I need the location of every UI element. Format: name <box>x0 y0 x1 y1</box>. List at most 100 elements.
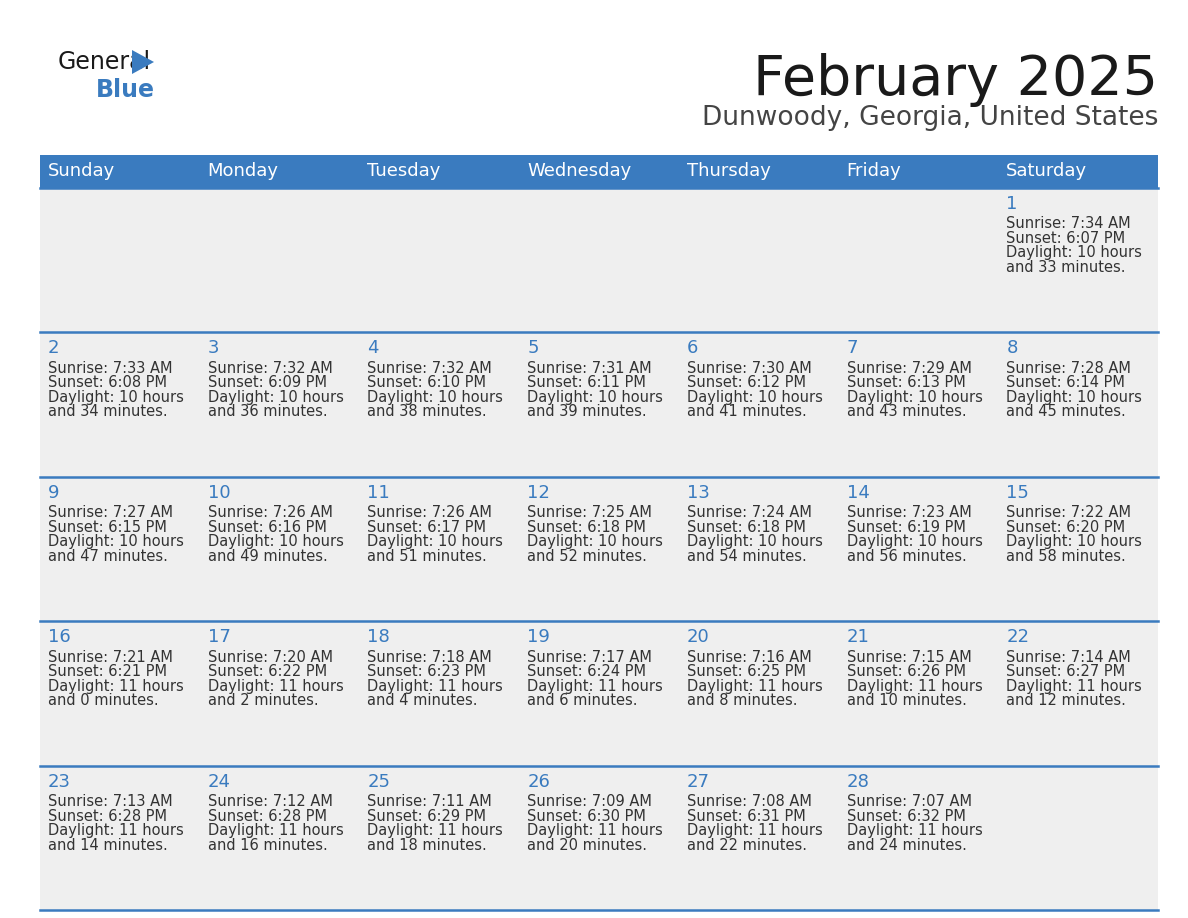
Text: Daylight: 10 hours: Daylight: 10 hours <box>48 534 184 549</box>
Text: Sunset: 6:21 PM: Sunset: 6:21 PM <box>48 665 168 679</box>
Text: Daylight: 10 hours: Daylight: 10 hours <box>1006 245 1142 261</box>
Text: Daylight: 10 hours: Daylight: 10 hours <box>687 390 823 405</box>
Text: Sunrise: 7:12 AM: Sunrise: 7:12 AM <box>208 794 333 809</box>
Text: Daylight: 11 hours: Daylight: 11 hours <box>847 823 982 838</box>
Text: and 33 minutes.: and 33 minutes. <box>1006 260 1126 275</box>
Text: Daylight: 10 hours: Daylight: 10 hours <box>847 534 982 549</box>
Text: and 54 minutes.: and 54 minutes. <box>687 549 807 564</box>
Text: Thursday: Thursday <box>687 162 771 181</box>
Bar <box>360 332 519 476</box>
Text: and 49 minutes.: and 49 minutes. <box>208 549 328 564</box>
Text: and 20 minutes.: and 20 minutes. <box>527 837 647 853</box>
Bar <box>998 621 1158 766</box>
Text: and 52 minutes.: and 52 minutes. <box>527 549 647 564</box>
Text: and 41 minutes.: and 41 minutes. <box>687 404 807 420</box>
Bar <box>40 766 200 910</box>
Text: Daylight: 11 hours: Daylight: 11 hours <box>847 678 982 694</box>
Text: Sunrise: 7:23 AM: Sunrise: 7:23 AM <box>847 505 972 521</box>
Text: 17: 17 <box>208 628 230 646</box>
Text: Sunset: 6:18 PM: Sunset: 6:18 PM <box>527 520 646 535</box>
Text: Daylight: 10 hours: Daylight: 10 hours <box>1006 534 1142 549</box>
Text: and 38 minutes.: and 38 minutes. <box>367 404 487 420</box>
Bar <box>998 476 1158 621</box>
Text: and 12 minutes.: and 12 minutes. <box>1006 693 1126 708</box>
Bar <box>678 332 839 476</box>
Text: and 2 minutes.: and 2 minutes. <box>208 693 318 708</box>
Text: and 58 minutes.: and 58 minutes. <box>1006 549 1126 564</box>
Text: Sunset: 6:25 PM: Sunset: 6:25 PM <box>687 665 805 679</box>
Text: Sunrise: 7:30 AM: Sunrise: 7:30 AM <box>687 361 811 375</box>
Bar <box>360 621 519 766</box>
Text: Sunset: 6:31 PM: Sunset: 6:31 PM <box>687 809 805 823</box>
Text: Sunrise: 7:26 AM: Sunrise: 7:26 AM <box>367 505 492 521</box>
Text: Sunrise: 7:22 AM: Sunrise: 7:22 AM <box>1006 505 1131 521</box>
Text: Sunset: 6:10 PM: Sunset: 6:10 PM <box>367 375 486 390</box>
Text: 1: 1 <box>1006 195 1018 213</box>
Text: Sunrise: 7:17 AM: Sunrise: 7:17 AM <box>527 650 652 665</box>
Text: Sunrise: 7:15 AM: Sunrise: 7:15 AM <box>847 650 972 665</box>
Text: Monday: Monday <box>208 162 279 181</box>
Text: 2: 2 <box>48 340 59 357</box>
Text: Daylight: 10 hours: Daylight: 10 hours <box>527 390 663 405</box>
Bar <box>40 155 1158 188</box>
Bar <box>839 476 998 621</box>
Text: Sunset: 6:18 PM: Sunset: 6:18 PM <box>687 520 805 535</box>
Bar <box>678 476 839 621</box>
Text: 13: 13 <box>687 484 709 502</box>
Text: Daylight: 10 hours: Daylight: 10 hours <box>208 534 343 549</box>
Text: Daylight: 11 hours: Daylight: 11 hours <box>527 678 663 694</box>
Text: and 47 minutes.: and 47 minutes. <box>48 549 168 564</box>
Text: Sunset: 6:09 PM: Sunset: 6:09 PM <box>208 375 327 390</box>
Polygon shape <box>132 50 154 74</box>
Text: Sunrise: 7:13 AM: Sunrise: 7:13 AM <box>48 794 172 809</box>
Text: and 0 minutes.: and 0 minutes. <box>48 693 159 708</box>
Text: 25: 25 <box>367 773 391 790</box>
Bar <box>839 621 998 766</box>
Text: and 14 minutes.: and 14 minutes. <box>48 837 168 853</box>
Bar <box>40 476 200 621</box>
Text: 12: 12 <box>527 484 550 502</box>
Text: and 51 minutes.: and 51 minutes. <box>367 549 487 564</box>
Bar <box>200 766 360 910</box>
Bar <box>519 332 678 476</box>
Text: Sunrise: 7:21 AM: Sunrise: 7:21 AM <box>48 650 173 665</box>
Bar <box>519 476 678 621</box>
Text: Sunrise: 7:08 AM: Sunrise: 7:08 AM <box>687 794 811 809</box>
Text: Sunrise: 7:29 AM: Sunrise: 7:29 AM <box>847 361 972 375</box>
Text: Sunrise: 7:18 AM: Sunrise: 7:18 AM <box>367 650 492 665</box>
Text: and 8 minutes.: and 8 minutes. <box>687 693 797 708</box>
Text: and 45 minutes.: and 45 minutes. <box>1006 404 1126 420</box>
Text: Tuesday: Tuesday <box>367 162 441 181</box>
Text: Sunset: 6:19 PM: Sunset: 6:19 PM <box>847 520 966 535</box>
Text: Daylight: 11 hours: Daylight: 11 hours <box>1006 678 1142 694</box>
Text: 21: 21 <box>847 628 870 646</box>
Text: Blue: Blue <box>96 78 154 102</box>
Bar <box>40 621 200 766</box>
Bar <box>519 188 678 332</box>
Bar <box>839 332 998 476</box>
Text: Sunset: 6:27 PM: Sunset: 6:27 PM <box>1006 665 1125 679</box>
Text: and 39 minutes.: and 39 minutes. <box>527 404 646 420</box>
Text: Daylight: 10 hours: Daylight: 10 hours <box>847 390 982 405</box>
Text: 20: 20 <box>687 628 709 646</box>
Text: Sunrise: 7:14 AM: Sunrise: 7:14 AM <box>1006 650 1131 665</box>
Text: 27: 27 <box>687 773 710 790</box>
Bar <box>998 332 1158 476</box>
Bar <box>839 766 998 910</box>
Text: Sunrise: 7:34 AM: Sunrise: 7:34 AM <box>1006 217 1131 231</box>
Text: and 18 minutes.: and 18 minutes. <box>367 837 487 853</box>
Bar <box>678 188 839 332</box>
Text: Daylight: 11 hours: Daylight: 11 hours <box>687 823 822 838</box>
Text: and 24 minutes.: and 24 minutes. <box>847 837 967 853</box>
Bar <box>360 188 519 332</box>
Text: Sunset: 6:07 PM: Sunset: 6:07 PM <box>1006 231 1125 246</box>
Text: 15: 15 <box>1006 484 1029 502</box>
Bar <box>519 766 678 910</box>
Text: Sunset: 6:30 PM: Sunset: 6:30 PM <box>527 809 646 823</box>
Text: 7: 7 <box>847 340 858 357</box>
Text: 24: 24 <box>208 773 230 790</box>
Text: Sunset: 6:24 PM: Sunset: 6:24 PM <box>527 665 646 679</box>
Text: 28: 28 <box>847 773 870 790</box>
Text: Sunrise: 7:33 AM: Sunrise: 7:33 AM <box>48 361 172 375</box>
Text: Daylight: 11 hours: Daylight: 11 hours <box>208 823 343 838</box>
